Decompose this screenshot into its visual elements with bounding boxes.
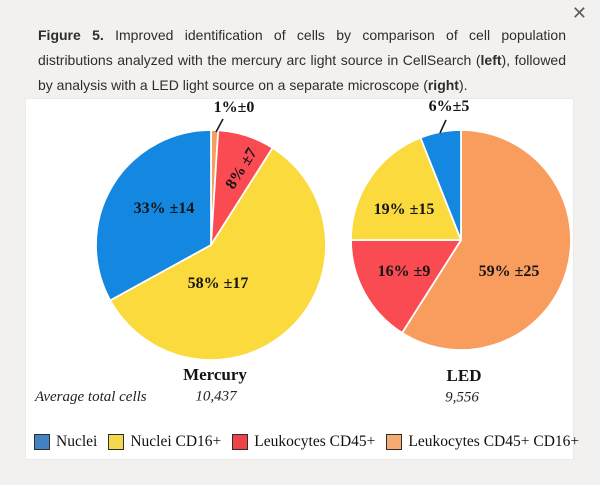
caption-segment: Improved identification of cells by comp… (38, 27, 566, 68)
legend-swatch (232, 434, 249, 450)
pie-slice-label: 6%±5 (428, 98, 470, 115)
pie-slice-label: 58% ±17 (187, 275, 249, 292)
legend-item: Nuclei CD16+ (108, 433, 221, 451)
pie-title-mercury: Mercury (183, 365, 247, 384)
legend: Nuclei Nuclei CD16+ Leukocytes CD45+ Leukoc… (34, 433, 579, 451)
legend-item: Nuclei (34, 433, 97, 451)
pie-slice-label: 59% ±25 (478, 263, 540, 280)
average-total-cells-mercury: 10,437 (195, 388, 237, 405)
close-icon[interactable]: ✕ (571, 3, 587, 24)
legend-label: Nuclei (56, 433, 98, 450)
legend-swatch (386, 434, 403, 450)
pie-slice (350, 136, 462, 241)
pie-slice (350, 239, 462, 334)
legend-label: Leukocytes CD45+ (254, 433, 376, 450)
callout-line (439, 119, 447, 134)
pie-slice (109, 147, 327, 361)
pie-chart-led (350, 129, 571, 351)
pie-chart-mercury (95, 129, 327, 361)
legend-label: Nuclei CD16+ (130, 433, 222, 450)
caption-segment: Figure 5. (38, 27, 104, 43)
pie-slice (401, 129, 571, 351)
legend-swatch (108, 434, 125, 450)
legend-item: Leukocytes CD45+ (232, 433, 375, 451)
average-total-cells-label: Average total cells (35, 389, 147, 405)
average-total-cells-led: 9,556 (445, 389, 479, 406)
pie-slice-label: 19% ±15 (373, 201, 435, 218)
pie-slice-label: 1%±0 (213, 99, 255, 116)
pie-title-led: LED (446, 366, 482, 385)
legend-label: Leukocytes CD45+ CD16+ (408, 433, 580, 450)
legend-item: Leukocytes CD45+ CD16+ (386, 433, 579, 451)
caption-segment: right (427, 77, 459, 93)
legend-swatch (34, 434, 50, 450)
caption-segment: ), followed by analysis with a LED light… (38, 52, 566, 93)
pie-slice-label: 33% ±14 (133, 200, 195, 217)
pie-slice-label: 16% ±9 (377, 263, 431, 280)
caption-segment: ). (458, 77, 468, 93)
pie-charts-svg (95, 118, 571, 361)
callout-line (215, 118, 224, 133)
figure-panel: 1%±0 8% ±7 58% ±17 33% ±14 59% ±25 16% ±9 19% … (25, 98, 579, 460)
pie-slice (95, 129, 212, 302)
caption-segment: left (480, 52, 502, 68)
figure-caption: Figure 5. Improved identification of cel… (38, 23, 566, 98)
